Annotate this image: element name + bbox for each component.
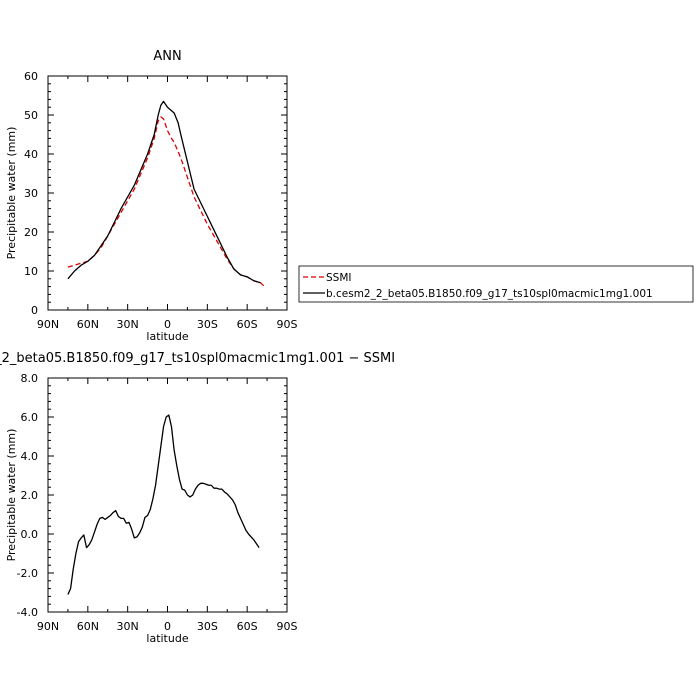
y-tick-label: -4.0 bbox=[17, 606, 38, 619]
series-line-1 bbox=[67, 116, 265, 288]
y-tick-label: 50 bbox=[24, 109, 38, 122]
y-tick-label: -2.0 bbox=[17, 567, 38, 580]
series-line-1 bbox=[67, 414, 260, 595]
y-tick-label: 60 bbox=[24, 70, 38, 83]
y-tick-label: 8.0 bbox=[21, 372, 39, 385]
y-tick-label: 6.0 bbox=[21, 411, 39, 424]
x-tick-label: 30N bbox=[117, 620, 139, 633]
legend: SSMI b.cesm2_2_beta05.B1850.f09_g17_ts10s… bbox=[298, 265, 694, 303]
x-tick-label: 0 bbox=[164, 318, 171, 331]
x-tick-label: 60N bbox=[77, 318, 99, 331]
x-tick-label: 60N bbox=[77, 620, 99, 633]
x-tick-label: 90S bbox=[277, 318, 298, 331]
x-tick-label: 30S bbox=[197, 620, 218, 633]
chart-title: ANN bbox=[153, 49, 181, 64]
y-axis-label: Precipitable water (mm) bbox=[5, 429, 18, 562]
x-tick-label: 90N bbox=[37, 620, 59, 633]
y-tick-label: 30 bbox=[24, 187, 38, 200]
x-axis-label: latitude bbox=[146, 330, 188, 343]
x-tick-label: 90N bbox=[37, 318, 59, 331]
y-axis-label: Precipitable water (mm) bbox=[5, 127, 18, 260]
plot-frame bbox=[47, 377, 288, 613]
y-tick-label: 2.0 bbox=[21, 489, 39, 502]
y-tick-label: 0.0 bbox=[21, 528, 39, 541]
x-tick-label: 90S bbox=[277, 620, 298, 633]
y-tick-label: 10 bbox=[24, 265, 38, 278]
x-tick-label: 0 bbox=[164, 620, 171, 633]
legend-box bbox=[298, 265, 694, 303]
x-axis-label: latitude bbox=[146, 632, 188, 645]
chart-panel-1: ANN 90N 60N 30N 0 30S 60S 90S 0 10 20 30 40 50 60 latit… bbox=[5, 49, 694, 343]
x-tick-label: 30S bbox=[197, 318, 218, 331]
plot-frame bbox=[47, 75, 288, 311]
y-tick-label: 0 bbox=[31, 304, 38, 317]
legend-label: b.cesm2_2_beta05.B1850.f09_g17_ts10spl0m… bbox=[326, 288, 653, 300]
series-line-2 bbox=[67, 100, 261, 284]
x-tick-label: 60S bbox=[237, 620, 258, 633]
chart-title: b.cesm2_2_beta05.B1850.f09_g17_ts10spl0m… bbox=[0, 351, 395, 366]
y-tick-label: 20 bbox=[24, 226, 38, 239]
x-tick-label: 60S bbox=[237, 318, 258, 331]
y-tick-label: 4.0 bbox=[21, 450, 39, 463]
x-tick-label: 30N bbox=[117, 318, 139, 331]
chart-panel-2: b.cesm2_2_beta05.B1850.f09_g17_ts10spl0m… bbox=[0, 351, 395, 645]
y-tick-label: 40 bbox=[24, 148, 38, 161]
legend-label: SSMI bbox=[326, 272, 352, 284]
